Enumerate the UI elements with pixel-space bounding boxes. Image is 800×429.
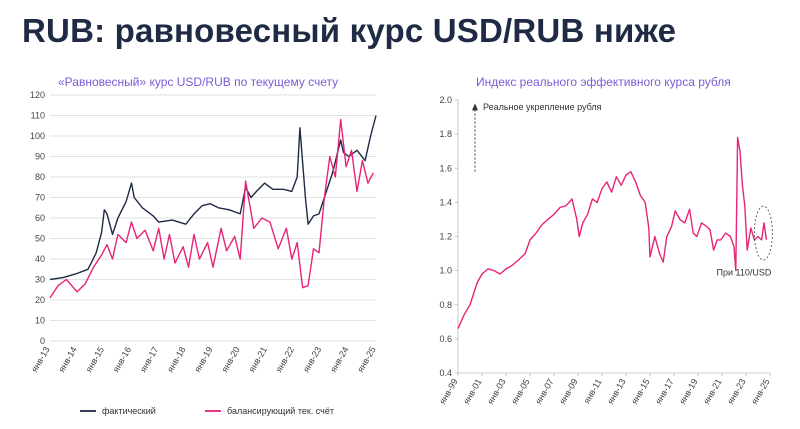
left-xtick-label: янв-22 bbox=[274, 345, 296, 374]
right-ytick-label: 1.2 bbox=[439, 232, 452, 242]
right-ytick-label: 2.0 bbox=[439, 95, 452, 105]
left-legend-label: балансирующий тек. счёт bbox=[227, 406, 334, 416]
right-series-line bbox=[457, 136, 768, 329]
right-xtick-label: янв-05 bbox=[509, 377, 531, 406]
right-xtick-label: янв-99 bbox=[437, 377, 459, 406]
left-ytick-label: 100 bbox=[30, 131, 45, 141]
right-xtick-label: янв-01 bbox=[461, 377, 483, 406]
left-ytick-label: 60 bbox=[35, 213, 45, 223]
left-chart: 0 10 20 30 40 50 60 70 80 90 100 110 120 янв-13 янв-14… bbox=[29, 90, 377, 416]
right-ytick-label: 1.0 bbox=[439, 266, 452, 276]
right-xtick-label: янв-09 bbox=[557, 377, 579, 406]
left-xtick-label: янв-19 bbox=[192, 345, 214, 374]
right-ytick-label: 0.8 bbox=[439, 300, 452, 310]
left-ytick-label: 80 bbox=[35, 172, 45, 182]
left-series-line-1 bbox=[49, 115, 377, 281]
right-xtick-label: янв-17 bbox=[653, 377, 675, 406]
right-chart-title: Индекс реального эффективного курса рубл… bbox=[476, 75, 731, 89]
right-ytick-label: 0.4 bbox=[439, 368, 452, 378]
right-ytick-label: 1.6 bbox=[439, 163, 452, 173]
right-xtick-label: янв-07 bbox=[533, 377, 555, 406]
right-xtick-label: янв-11 bbox=[582, 377, 604, 405]
left-xtick-label: янв-25 bbox=[355, 345, 377, 374]
left-ytick-label: 30 bbox=[35, 275, 45, 285]
left-xtick-label: янв-16 bbox=[111, 345, 133, 374]
left-ytick-label: 120 bbox=[30, 90, 45, 100]
left-series-line-2 bbox=[49, 118, 374, 299]
left-ytick-label: 70 bbox=[35, 193, 45, 203]
right-ytick-label: 0.6 bbox=[439, 334, 452, 344]
left-xtick-label: янв-21 bbox=[247, 345, 269, 374]
right-ytick-label: 1.8 bbox=[439, 129, 452, 139]
right-xtick-label: янв-03 bbox=[485, 377, 507, 406]
left-ytick-label: 40 bbox=[35, 254, 45, 264]
right-xtick-label: янв-23 bbox=[725, 377, 747, 406]
left-ytick-label: 0 bbox=[40, 336, 45, 346]
arrow-head-icon bbox=[472, 103, 478, 111]
left-ytick-label: 110 bbox=[31, 111, 45, 121]
left-ytick-label: 20 bbox=[35, 295, 45, 305]
left-ytick-label: 50 bbox=[35, 234, 45, 244]
left-chart-title: «Равновесный» курс USD/RUB по текущему с… bbox=[58, 75, 339, 89]
right-xtick-label: янв-13 bbox=[605, 377, 627, 406]
right-ytick-label: 1.4 bbox=[439, 197, 452, 207]
point-annotation: При 110/USD bbox=[717, 268, 772, 278]
arrow-annotation: Реальное укрепление рубля bbox=[483, 102, 602, 112]
right-xtick-label: янв-15 bbox=[629, 377, 651, 406]
right-xtick-label: янв-25 bbox=[749, 377, 771, 406]
left-xtick-label: янв-20 bbox=[219, 345, 241, 374]
right-xtick-label: янв-19 bbox=[677, 377, 699, 406]
page-title: RUB: равновесный курс USD/RUB ниже bbox=[22, 12, 677, 49]
highlight-ellipse bbox=[753, 205, 773, 261]
left-xtick-label: янв-15 bbox=[84, 345, 106, 374]
left-legend-label: фактический bbox=[102, 406, 156, 416]
left-xtick-label: янв-13 bbox=[29, 345, 51, 374]
right-xtick-label: янв-21 bbox=[701, 377, 723, 406]
left-xtick-label: янв-14 bbox=[56, 345, 78, 374]
left-ytick-label: 10 bbox=[35, 316, 45, 326]
left-xtick-label: янв-18 bbox=[165, 345, 187, 374]
left-xtick-label: янв-17 bbox=[138, 345, 160, 374]
left-xtick-label: янв-23 bbox=[301, 345, 323, 374]
left-ytick-label: 90 bbox=[35, 152, 45, 162]
left-xtick-label: янв-24 bbox=[328, 345, 350, 374]
